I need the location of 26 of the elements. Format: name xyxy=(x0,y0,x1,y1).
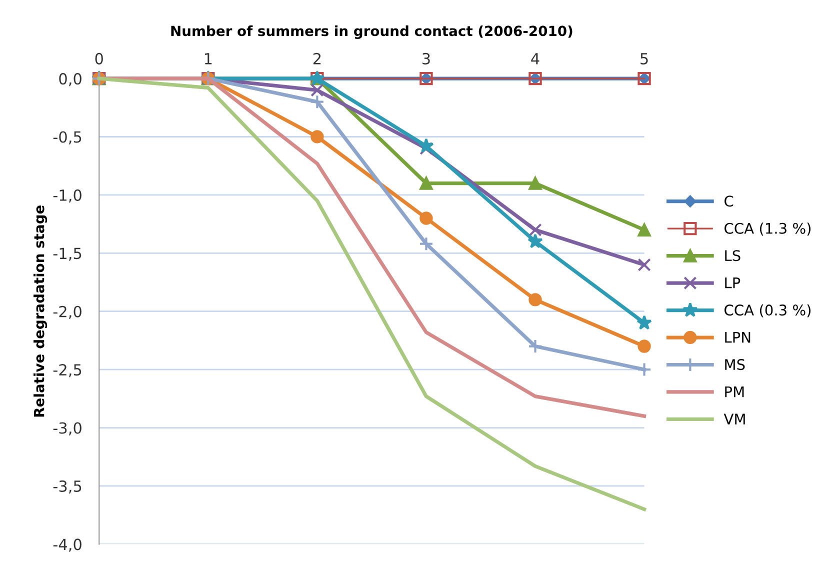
legend-label: LP xyxy=(725,278,740,288)
y-axis-title: Relative degradation stage xyxy=(34,205,48,417)
y-tick-label: -1,0 xyxy=(53,189,82,203)
y-tick-label: -1,5 xyxy=(53,248,82,261)
y-tick-label: -0,5 xyxy=(53,131,82,144)
y-tick-label: -2,5 xyxy=(53,364,82,378)
legend-label: PM xyxy=(725,386,744,398)
y-tick-label: -3,5 xyxy=(53,480,82,494)
x-tick-label: 0 xyxy=(95,52,103,64)
legend-label: C xyxy=(724,196,734,207)
legend-label: LPN xyxy=(725,332,750,343)
legend-label: MS xyxy=(725,359,745,370)
y-tick-label: -4,0 xyxy=(53,538,82,552)
x-tick-label: 1 xyxy=(204,53,212,64)
legend-label: CCA (0.3 %) xyxy=(724,304,811,318)
y-tick-label: -3,0 xyxy=(53,422,82,436)
legend-label: LS xyxy=(725,250,740,262)
legend-label: CCA (1.3 %) xyxy=(724,222,811,236)
legend-label: VM xyxy=(724,414,745,424)
y-tick-label: -2,0 xyxy=(53,306,82,319)
x-tick-label: 3 xyxy=(422,52,430,64)
x-tick-label: 4 xyxy=(531,53,540,64)
y-tick-label: 0,0 xyxy=(59,73,82,86)
x-tick-label: 5 xyxy=(640,53,648,64)
x-axis-title: Number of summers in ground contact (2006-2010) xyxy=(171,25,572,39)
x-tick-label: 2 xyxy=(313,52,321,64)
